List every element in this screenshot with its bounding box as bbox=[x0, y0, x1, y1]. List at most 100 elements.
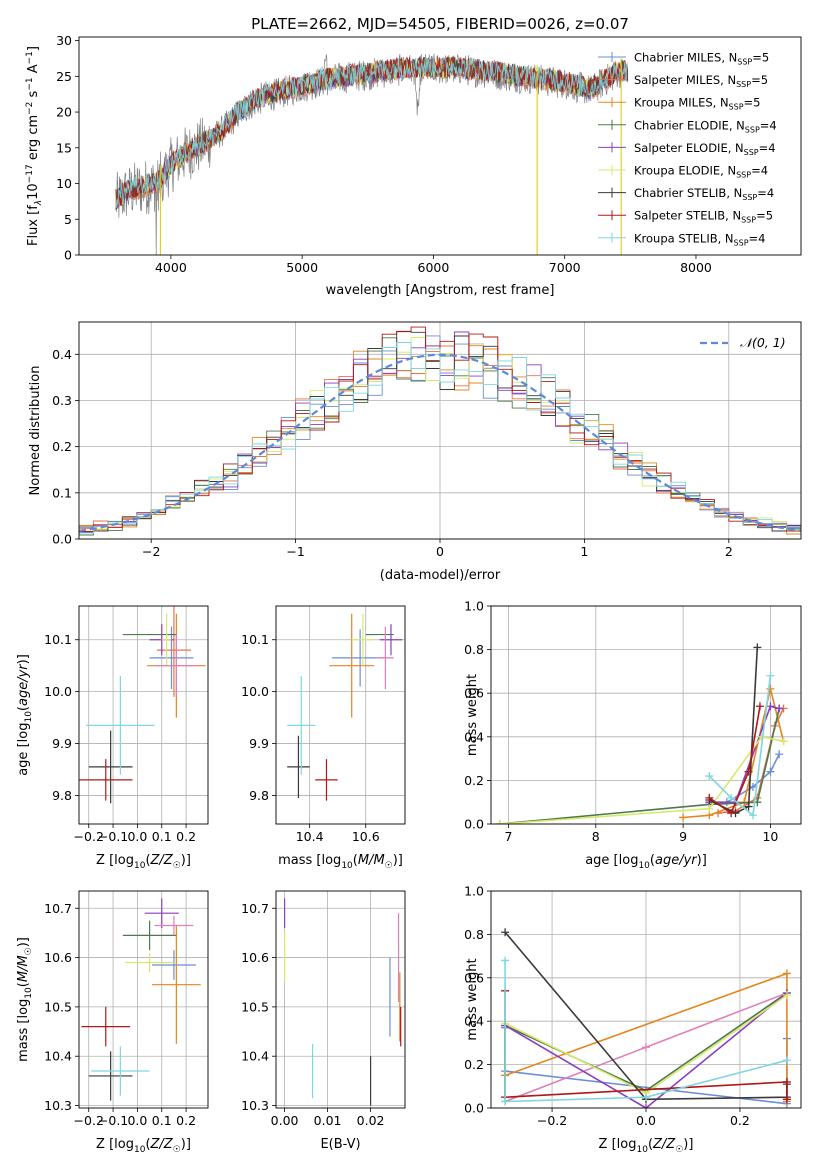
x-tick-label: 8000 bbox=[680, 260, 712, 275]
x-tick-label: 0.0 bbox=[127, 829, 147, 844]
subscript: ☉ bbox=[675, 1145, 683, 1155]
label-part: =4 bbox=[751, 164, 768, 178]
subscript: SSP bbox=[745, 125, 760, 134]
subscript: ☉ bbox=[24, 947, 34, 955]
spectrum-legend: Chabrier MILES, NSSP=5 Salpeter MILES, NS… bbox=[598, 51, 777, 247]
y-tick-label: 10.0 bbox=[44, 684, 72, 699]
label-part: =4 bbox=[759, 141, 776, 155]
x-axis-label: Z [log10(Z/Z☉)] bbox=[599, 1137, 694, 1155]
series-line-kroupa_stelib bbox=[708, 675, 772, 817]
x-tick-label: 10.4 bbox=[296, 829, 324, 844]
y-tick-label: 10 bbox=[56, 176, 72, 191]
y-tick-label: 10.7 bbox=[241, 901, 269, 916]
age_vs_z-plot-area bbox=[79, 606, 206, 804]
y-tick-label: 10.7 bbox=[44, 901, 72, 916]
x-tick-label: 0.2 bbox=[730, 1113, 750, 1128]
superscript: −17 bbox=[25, 164, 35, 183]
series-marker-kroupa_stelib bbox=[766, 671, 775, 680]
massweight_vs_age-plot-area bbox=[495, 643, 788, 824]
series-marker-kroupa_elodie bbox=[495, 820, 504, 824]
y-tick-label: 0.1 bbox=[52, 485, 72, 500]
series-marker-salpeter_stelib bbox=[782, 1095, 791, 1104]
series-marker-pink bbox=[642, 1043, 650, 1052]
label-part: =5 bbox=[756, 209, 773, 223]
y-tick-label: 0.3 bbox=[52, 393, 72, 408]
subscript: 10 bbox=[636, 1145, 648, 1155]
subscript: SSP bbox=[742, 193, 757, 202]
superscript: −1 bbox=[25, 77, 35, 90]
y-axis-label: Normed distribution bbox=[28, 366, 43, 496]
axes-frame bbox=[490, 890, 802, 1109]
x-axis-label: Z [log10(Z/Z☉)] bbox=[96, 853, 191, 871]
legend-entry: Kroupa MILES, NSSP=5 bbox=[634, 96, 760, 112]
subscript: 10 bbox=[134, 861, 146, 871]
x-tick-label: 6000 bbox=[418, 260, 450, 275]
label-part: ( bbox=[16, 982, 31, 987]
label-part: A bbox=[26, 64, 41, 77]
subscript: ☉ bbox=[173, 861, 181, 871]
x-tick-label: 0.1 bbox=[152, 1113, 172, 1128]
y-tick-label: 0.4 bbox=[464, 1014, 484, 1029]
series-line-salpeter_stelib bbox=[708, 706, 761, 815]
legend-entry: Salpeter MILES, NSSP=5 bbox=[634, 73, 768, 89]
y-tick-label: 0 bbox=[64, 248, 72, 263]
label-part: )] bbox=[697, 853, 707, 868]
y-tick-label: 9.8 bbox=[249, 788, 269, 803]
subscript: SSP bbox=[734, 238, 749, 247]
x-tick-label: 0.0 bbox=[636, 1113, 656, 1128]
label-part: s bbox=[26, 90, 41, 101]
subscript: SSP bbox=[744, 148, 759, 157]
x-axis-label: E(B-V) bbox=[320, 1137, 360, 1152]
y-tick-label: 0.2 bbox=[464, 1057, 484, 1072]
series-marker-kroupa_stelib bbox=[501, 956, 510, 965]
label-part: =4 bbox=[749, 231, 766, 245]
x-axis-label: mass [log10(M/M☉)] bbox=[278, 853, 403, 871]
series-marker-salpeter_stelib bbox=[744, 767, 753, 776]
label-part: 10 bbox=[26, 183, 41, 200]
series-marker-chabrier_stelib bbox=[753, 643, 762, 652]
y-tick-label: 10.3 bbox=[241, 1098, 269, 1113]
axes-frame bbox=[78, 36, 802, 256]
x-axis-label: (data-model)/error bbox=[380, 568, 501, 583]
label-part: erg cm bbox=[26, 115, 41, 164]
label-part: =4 bbox=[760, 118, 777, 132]
series-line-salpeter_elodie bbox=[504, 992, 788, 1108]
subscript: ☉ bbox=[385, 861, 393, 871]
histogram-kroupa_stelib bbox=[79, 342, 801, 534]
subscript: ☉ bbox=[173, 1145, 181, 1155]
label-part: =5 bbox=[751, 73, 768, 87]
x-tick-label: 9 bbox=[679, 829, 687, 844]
x-tick-label: 5000 bbox=[286, 260, 318, 275]
label-part: M/M bbox=[16, 955, 31, 982]
x-tick-label: −0.1 bbox=[98, 829, 128, 844]
label-part: )] bbox=[181, 1137, 191, 1152]
series-marker-salpeter_stelib bbox=[782, 1077, 791, 1086]
y-tick-label: 10.1 bbox=[241, 632, 269, 647]
y-tick-label: 20 bbox=[56, 105, 72, 120]
y-tick-label: 0.0 bbox=[464, 1101, 484, 1116]
subscript: λ bbox=[34, 200, 44, 206]
series-marker-chabrier_stelib bbox=[744, 802, 753, 811]
y-tick-label: 10.3 bbox=[44, 1098, 72, 1113]
x-tick-label: −2 bbox=[142, 544, 160, 559]
label-part: Z/Z bbox=[150, 853, 174, 868]
subscript: 10 bbox=[341, 861, 353, 871]
subscript: SSP bbox=[729, 103, 744, 112]
y-axis-label: mass [log10(M/M☉)] bbox=[16, 937, 34, 1062]
x-tick-label: 0.2 bbox=[176, 1113, 196, 1128]
age_vs_z-axes: −0.2−0.1 0.0 0.1 0.2 9.8 9.9 10.0 10.1 Z [log10(… bbox=[16, 605, 209, 871]
y-tick-label: 0.4 bbox=[464, 729, 484, 744]
legend-entry: Kroupa STELIB, NSSP=4 bbox=[634, 231, 765, 247]
subscript: 10 bbox=[638, 861, 650, 871]
mass_vs_ebv-plot-area bbox=[284, 898, 402, 1106]
y-axis-label: mass weight bbox=[465, 958, 480, 1040]
x-tick-label: 0.0 bbox=[127, 1113, 147, 1128]
series-marker-kroupa_stelib bbox=[727, 793, 736, 802]
y-tick-label: 10.4 bbox=[44, 1049, 72, 1064]
massweight_vs_age-axes: 7 8 9 10 0.0 0.2 0.4 0.6 0.8 1.0 age [log10(age/yr… bbox=[464, 599, 802, 871]
spectrum-plot-area bbox=[115, 53, 629, 255]
y-tick-label: 1.0 bbox=[464, 599, 484, 614]
spectrum-axes: 4000 5000 6000 7000 8000 0 5 10 15 20 25 30 waveleng… bbox=[25, 33, 802, 298]
x-tick-label: 0.00 bbox=[271, 1113, 299, 1128]
